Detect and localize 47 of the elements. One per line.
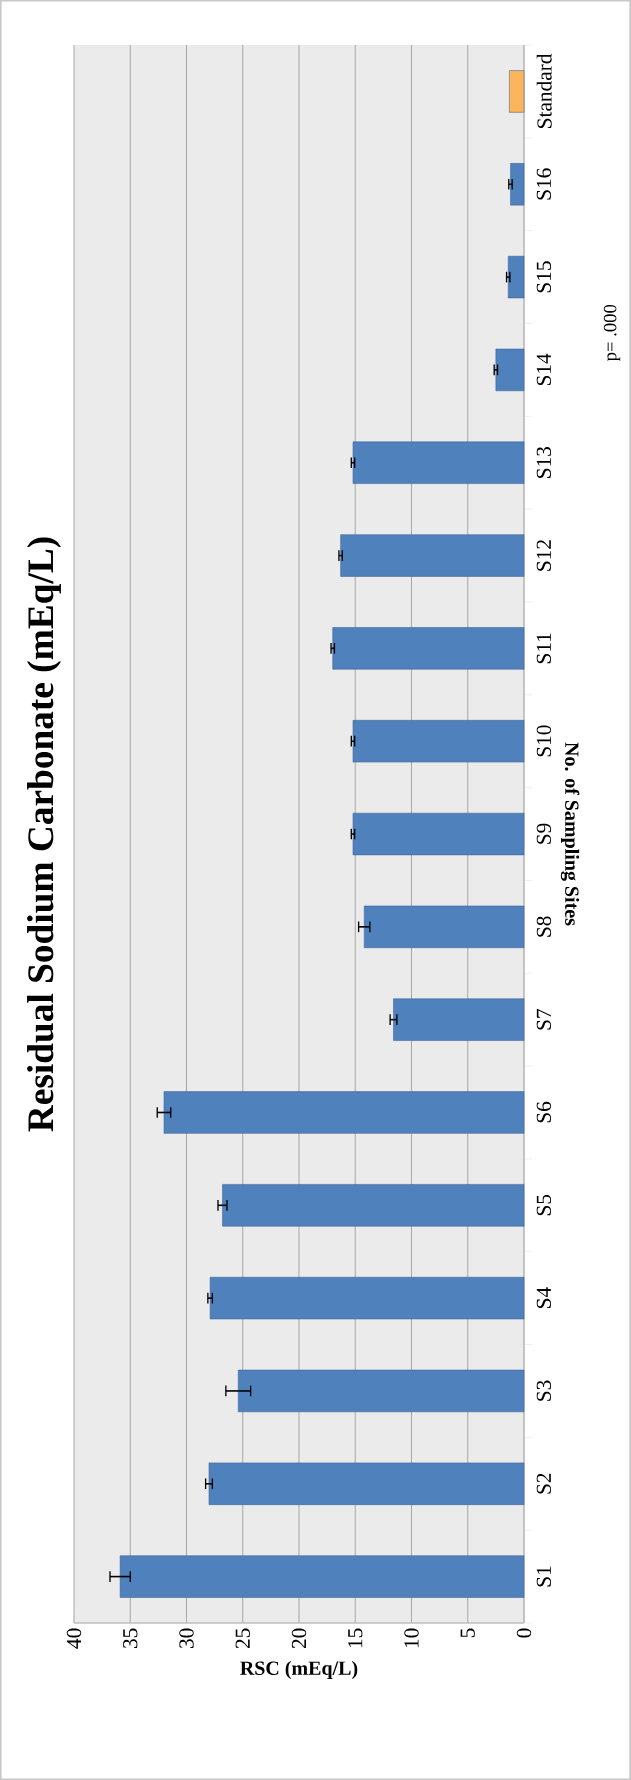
y-tick-label: S4: [536, 1287, 552, 1308]
y-tick-label: S12: [536, 540, 552, 571]
x-tick-label: 0: [516, 1628, 532, 1638]
x-tick-label: 15: [348, 1628, 363, 1648]
y-tick-label: S8: [536, 916, 552, 937]
x-tick-label: 25: [235, 1628, 250, 1649]
x-tick-label: 10: [404, 1628, 419, 1648]
bar: [163, 1091, 525, 1134]
bar: [352, 441, 525, 484]
x-axis-title: RSC (mEq/L): [240, 1660, 358, 1680]
y-tick-label: S7: [536, 1009, 552, 1030]
bar: [340, 534, 525, 577]
bar: [119, 1555, 525, 1598]
y-tick-label: S1: [536, 1566, 552, 1587]
y-tick-label: S3: [536, 1380, 552, 1401]
bar: [237, 1369, 525, 1413]
text: p= .000: [603, 304, 621, 362]
y-axis-title: No. of Sampling Sites: [560, 742, 580, 926]
y-tick-label: S16: [536, 168, 552, 200]
bar: [393, 998, 525, 1041]
y-tick-label: S13: [536, 446, 552, 478]
x-tick-label: 30: [179, 1628, 194, 1649]
y-tick-label: S10: [536, 725, 552, 757]
y-tick-label: S11: [536, 633, 552, 664]
bar: [363, 905, 525, 948]
bar: [507, 255, 525, 299]
x-tick-label: 5: [460, 1628, 475, 1638]
bar: [352, 812, 525, 856]
bar: [352, 720, 525, 763]
bar: [222, 1184, 525, 1227]
y-tick-label: S5: [536, 1194, 552, 1216]
bar: [509, 70, 525, 113]
y-tick-label: Standard: [536, 53, 552, 128]
y-tick-label: S6: [536, 1101, 552, 1123]
bar: [332, 627, 525, 670]
text: Residual Sodium Carbonate (mEq/L): [27, 537, 61, 1132]
y-tick-label: S15: [536, 261, 552, 293]
bar: [208, 1462, 525, 1505]
x-tick-label: 40: [66, 1628, 82, 1649]
y-tick-label: S9: [536, 823, 552, 844]
y-tick-label: S14: [536, 353, 552, 386]
bar: [510, 163, 525, 206]
bar: [209, 1276, 525, 1320]
x-tick-label: 20: [291, 1628, 307, 1649]
bar: [495, 348, 525, 392]
x-tick-label: 35: [123, 1628, 138, 1649]
y-tick-label: S2: [536, 1473, 552, 1494]
